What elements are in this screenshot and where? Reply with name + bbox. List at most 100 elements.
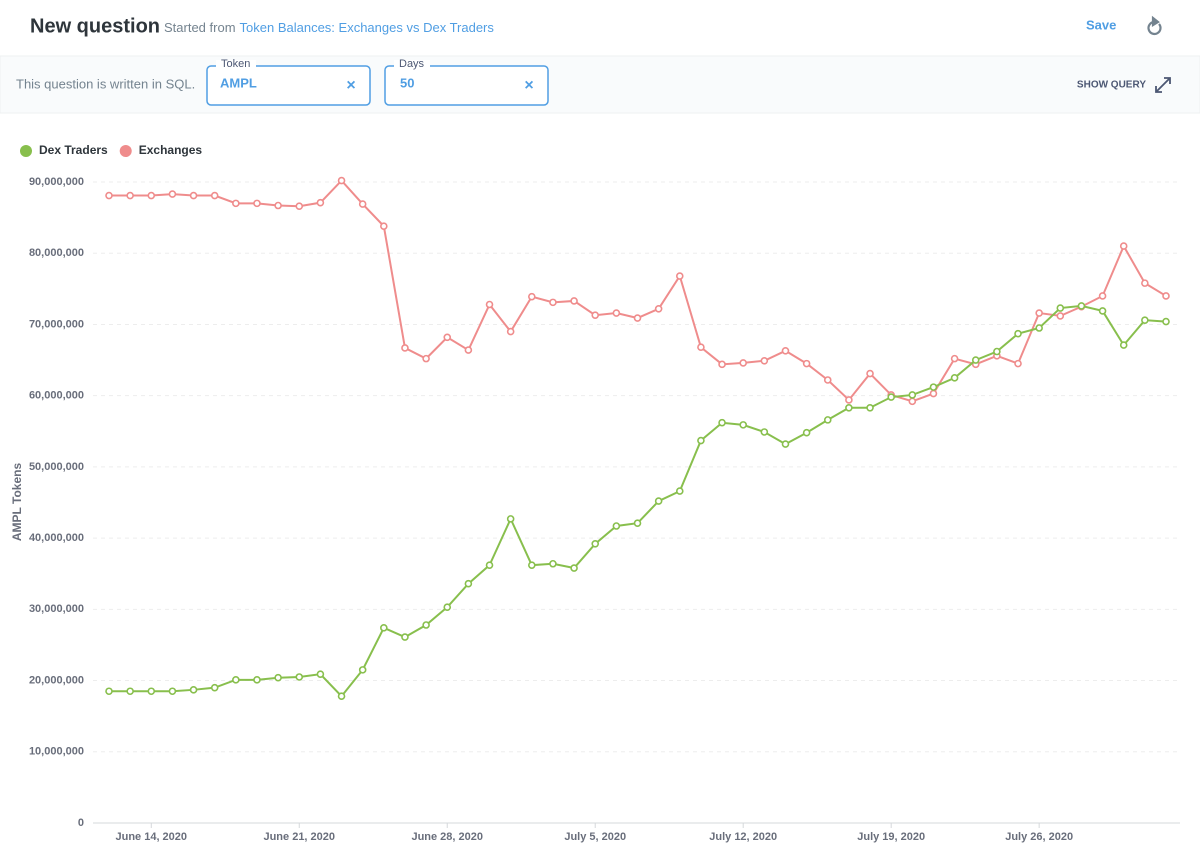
data-point bbox=[168, 687, 177, 696]
data-point bbox=[1035, 324, 1043, 332]
data-point bbox=[189, 191, 198, 200]
expand-icon[interactable] bbox=[1155, 77, 1171, 93]
data-point bbox=[993, 347, 1001, 356]
source-link[interactable]: Token Balances: Exchanges vs Dex Traders bbox=[240, 20, 495, 35]
save-button[interactable]: Save bbox=[1086, 17, 1116, 32]
data-point bbox=[274, 673, 282, 682]
data-point bbox=[105, 687, 113, 696]
x-tick-label: June 28, 2020 bbox=[411, 831, 483, 843]
data-point bbox=[232, 199, 240, 208]
data-point bbox=[591, 540, 600, 548]
data-point bbox=[126, 687, 134, 696]
data-point bbox=[908, 391, 917, 399]
data-point bbox=[380, 624, 388, 632]
x-tick-label: July 12, 2020 bbox=[709, 831, 777, 843]
data-point bbox=[1141, 279, 1149, 287]
data-point bbox=[1035, 309, 1043, 317]
x-tick-label: June 21, 2020 bbox=[263, 831, 335, 843]
data-point bbox=[971, 356, 980, 364]
data-point bbox=[147, 191, 156, 200]
data-point bbox=[570, 564, 578, 572]
data-point bbox=[675, 272, 684, 280]
filter-box bbox=[384, 65, 549, 106]
data-point bbox=[464, 579, 473, 588]
data-point bbox=[570, 297, 578, 305]
data-point bbox=[443, 603, 452, 611]
data-point bbox=[210, 191, 219, 200]
data-point bbox=[506, 327, 515, 336]
data-point bbox=[887, 393, 895, 401]
data-point bbox=[781, 440, 790, 448]
filter-clear[interactable]: × bbox=[524, 77, 533, 94]
data-point bbox=[845, 403, 853, 412]
legend-label: Exchanges bbox=[139, 143, 203, 157]
show-query[interactable]: SHOW QUERY bbox=[1077, 80, 1146, 91]
data-point bbox=[908, 397, 917, 406]
data-point bbox=[485, 300, 494, 309]
data-point bbox=[760, 428, 769, 436]
x-tick-label: July 19, 2020 bbox=[857, 831, 925, 843]
data-point bbox=[295, 673, 304, 681]
data-point bbox=[591, 311, 600, 319]
data-point bbox=[443, 333, 452, 342]
data-point bbox=[422, 354, 430, 363]
data-point bbox=[654, 304, 663, 313]
x-tick-label: June 14, 2020 bbox=[115, 831, 187, 843]
data-point bbox=[845, 396, 853, 404]
x-tick-label: July 5, 2020 bbox=[564, 831, 626, 843]
y-tick-label: 30,000,000 bbox=[29, 603, 84, 615]
data-point bbox=[739, 421, 748, 429]
data-point bbox=[316, 198, 325, 207]
data-point bbox=[401, 344, 409, 352]
legend-item: Exchanges bbox=[119, 143, 203, 157]
data-point bbox=[274, 201, 282, 210]
data-point bbox=[253, 676, 261, 684]
label-bg bbox=[394, 60, 430, 70]
data-point bbox=[1098, 307, 1107, 315]
data-point bbox=[168, 190, 177, 198]
data-point bbox=[337, 692, 346, 701]
source: Started from Token Balances: Exchanges vs… bbox=[164, 20, 494, 35]
data-point bbox=[527, 561, 536, 569]
data-point bbox=[126, 191, 134, 200]
toolbar bbox=[0, 55, 1200, 114]
legend-dot bbox=[119, 145, 132, 157]
data-point bbox=[316, 670, 325, 678]
data-point bbox=[950, 354, 959, 363]
filter-clear[interactable]: × bbox=[346, 77, 355, 94]
data-point bbox=[358, 200, 367, 208]
data-point bbox=[1056, 312, 1065, 320]
data-point bbox=[147, 687, 156, 696]
filter-token[interactable]: Token AMPL × bbox=[206, 58, 371, 106]
data-point bbox=[189, 686, 198, 694]
data-point bbox=[295, 202, 304, 211]
x-tick-label: July 26, 2020 bbox=[1005, 831, 1073, 843]
data-point bbox=[929, 383, 938, 391]
y-tick-label: 60,000,000 bbox=[29, 390, 84, 402]
data-point bbox=[464, 346, 473, 354]
y-tick-label: 20,000,000 bbox=[29, 674, 84, 686]
y-tick-label: 70,000,000 bbox=[29, 318, 84, 330]
refresh-arc bbox=[1147, 20, 1162, 36]
data-point bbox=[1014, 329, 1022, 338]
data-point bbox=[697, 343, 705, 352]
data-point bbox=[802, 359, 811, 368]
data-point bbox=[422, 621, 430, 629]
data-point bbox=[950, 374, 959, 382]
data-point bbox=[718, 360, 726, 369]
data-point bbox=[1119, 242, 1128, 250]
filter-box bbox=[206, 65, 371, 106]
refresh-icon[interactable] bbox=[1147, 15, 1162, 36]
legend-label: Dex Traders bbox=[39, 143, 108, 157]
data-point bbox=[210, 683, 219, 692]
data-point bbox=[1162, 317, 1170, 326]
data-point bbox=[1119, 341, 1128, 349]
data-point bbox=[232, 676, 240, 684]
data-point bbox=[253, 199, 261, 208]
data-point bbox=[1056, 304, 1065, 312]
filter-label: Days bbox=[399, 58, 425, 70]
filter-days[interactable]: Days 50 × bbox=[384, 58, 549, 106]
data-point bbox=[866, 403, 874, 412]
data-point bbox=[866, 369, 874, 378]
